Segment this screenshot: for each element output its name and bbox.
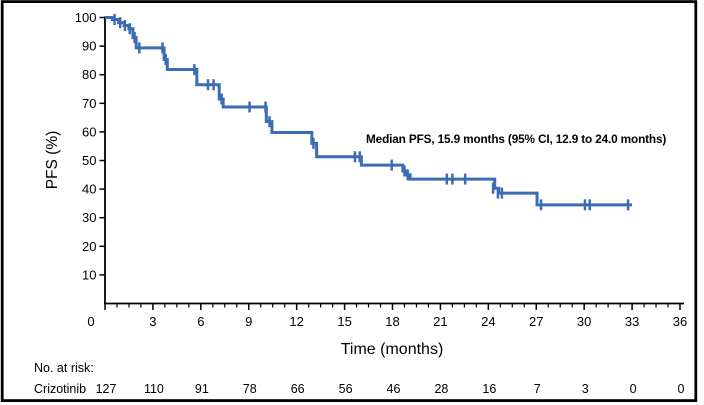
at-risk-count: 28 bbox=[434, 382, 448, 396]
y-tick-label: 70 bbox=[82, 96, 96, 111]
y-tick-label: 40 bbox=[82, 182, 96, 197]
at-risk-row-label: Crizotinib bbox=[34, 382, 86, 396]
x-tick-label: 21 bbox=[433, 314, 447, 329]
at-risk-count: 0 bbox=[630, 382, 637, 396]
x-tick-label: 27 bbox=[529, 314, 543, 329]
x-tick-label: 3 bbox=[149, 314, 156, 329]
censor-marks bbox=[113, 14, 630, 211]
y-tick-label: 90 bbox=[82, 39, 96, 54]
x-tick-label: 33 bbox=[625, 314, 639, 329]
x-tick-label: 6 bbox=[197, 314, 204, 329]
km-step-line bbox=[105, 16, 633, 207]
y-tick-label: 50 bbox=[82, 153, 96, 168]
x-tick-label: 0 bbox=[87, 314, 94, 329]
at-risk-count: 0 bbox=[678, 382, 685, 396]
x-tick-label: 18 bbox=[385, 314, 399, 329]
x-tick-label: 36 bbox=[673, 314, 687, 329]
x-tick-label: 15 bbox=[337, 314, 351, 329]
at-risk-count: 46 bbox=[387, 382, 401, 396]
at-risk-count: 16 bbox=[482, 382, 496, 396]
at-risk-count: 7 bbox=[534, 382, 541, 396]
at-risk-count: 3 bbox=[582, 382, 589, 396]
at-risk-header: No. at risk: bbox=[34, 361, 94, 375]
median-pfs-annotation: Median PFS, 15.9 months (95% CI, 12.9 to… bbox=[366, 132, 666, 146]
at-risk-count: 91 bbox=[195, 382, 209, 396]
x-tick-label: 24 bbox=[481, 314, 495, 329]
y-tick-label: 80 bbox=[82, 67, 96, 82]
x-axis-title: Time (months) bbox=[341, 341, 444, 358]
at-risk-count: 78 bbox=[243, 382, 257, 396]
x-tick-label: 30 bbox=[577, 314, 591, 329]
y-tick-label: 100 bbox=[75, 10, 97, 25]
pfs-curve bbox=[105, 16, 633, 207]
y-axis-title: PFS (%) bbox=[44, 131, 61, 190]
y-tick-label: 20 bbox=[82, 239, 96, 254]
y-tick-label: 10 bbox=[82, 267, 96, 282]
x-tick-label: 9 bbox=[245, 314, 252, 329]
y-tick-label: 60 bbox=[82, 124, 96, 139]
at-risk-count: 127 bbox=[96, 382, 117, 396]
at-risk-count: 66 bbox=[291, 382, 305, 396]
at-risk-count: 110 bbox=[144, 382, 164, 396]
at-risk-count: 56 bbox=[339, 382, 353, 396]
x-tick-label: 12 bbox=[289, 314, 303, 329]
at-risk-values: 127 110 91 78 66 56 46 28 16 7 3 0 0 bbox=[96, 382, 685, 396]
y-tick-label: 30 bbox=[82, 210, 96, 225]
